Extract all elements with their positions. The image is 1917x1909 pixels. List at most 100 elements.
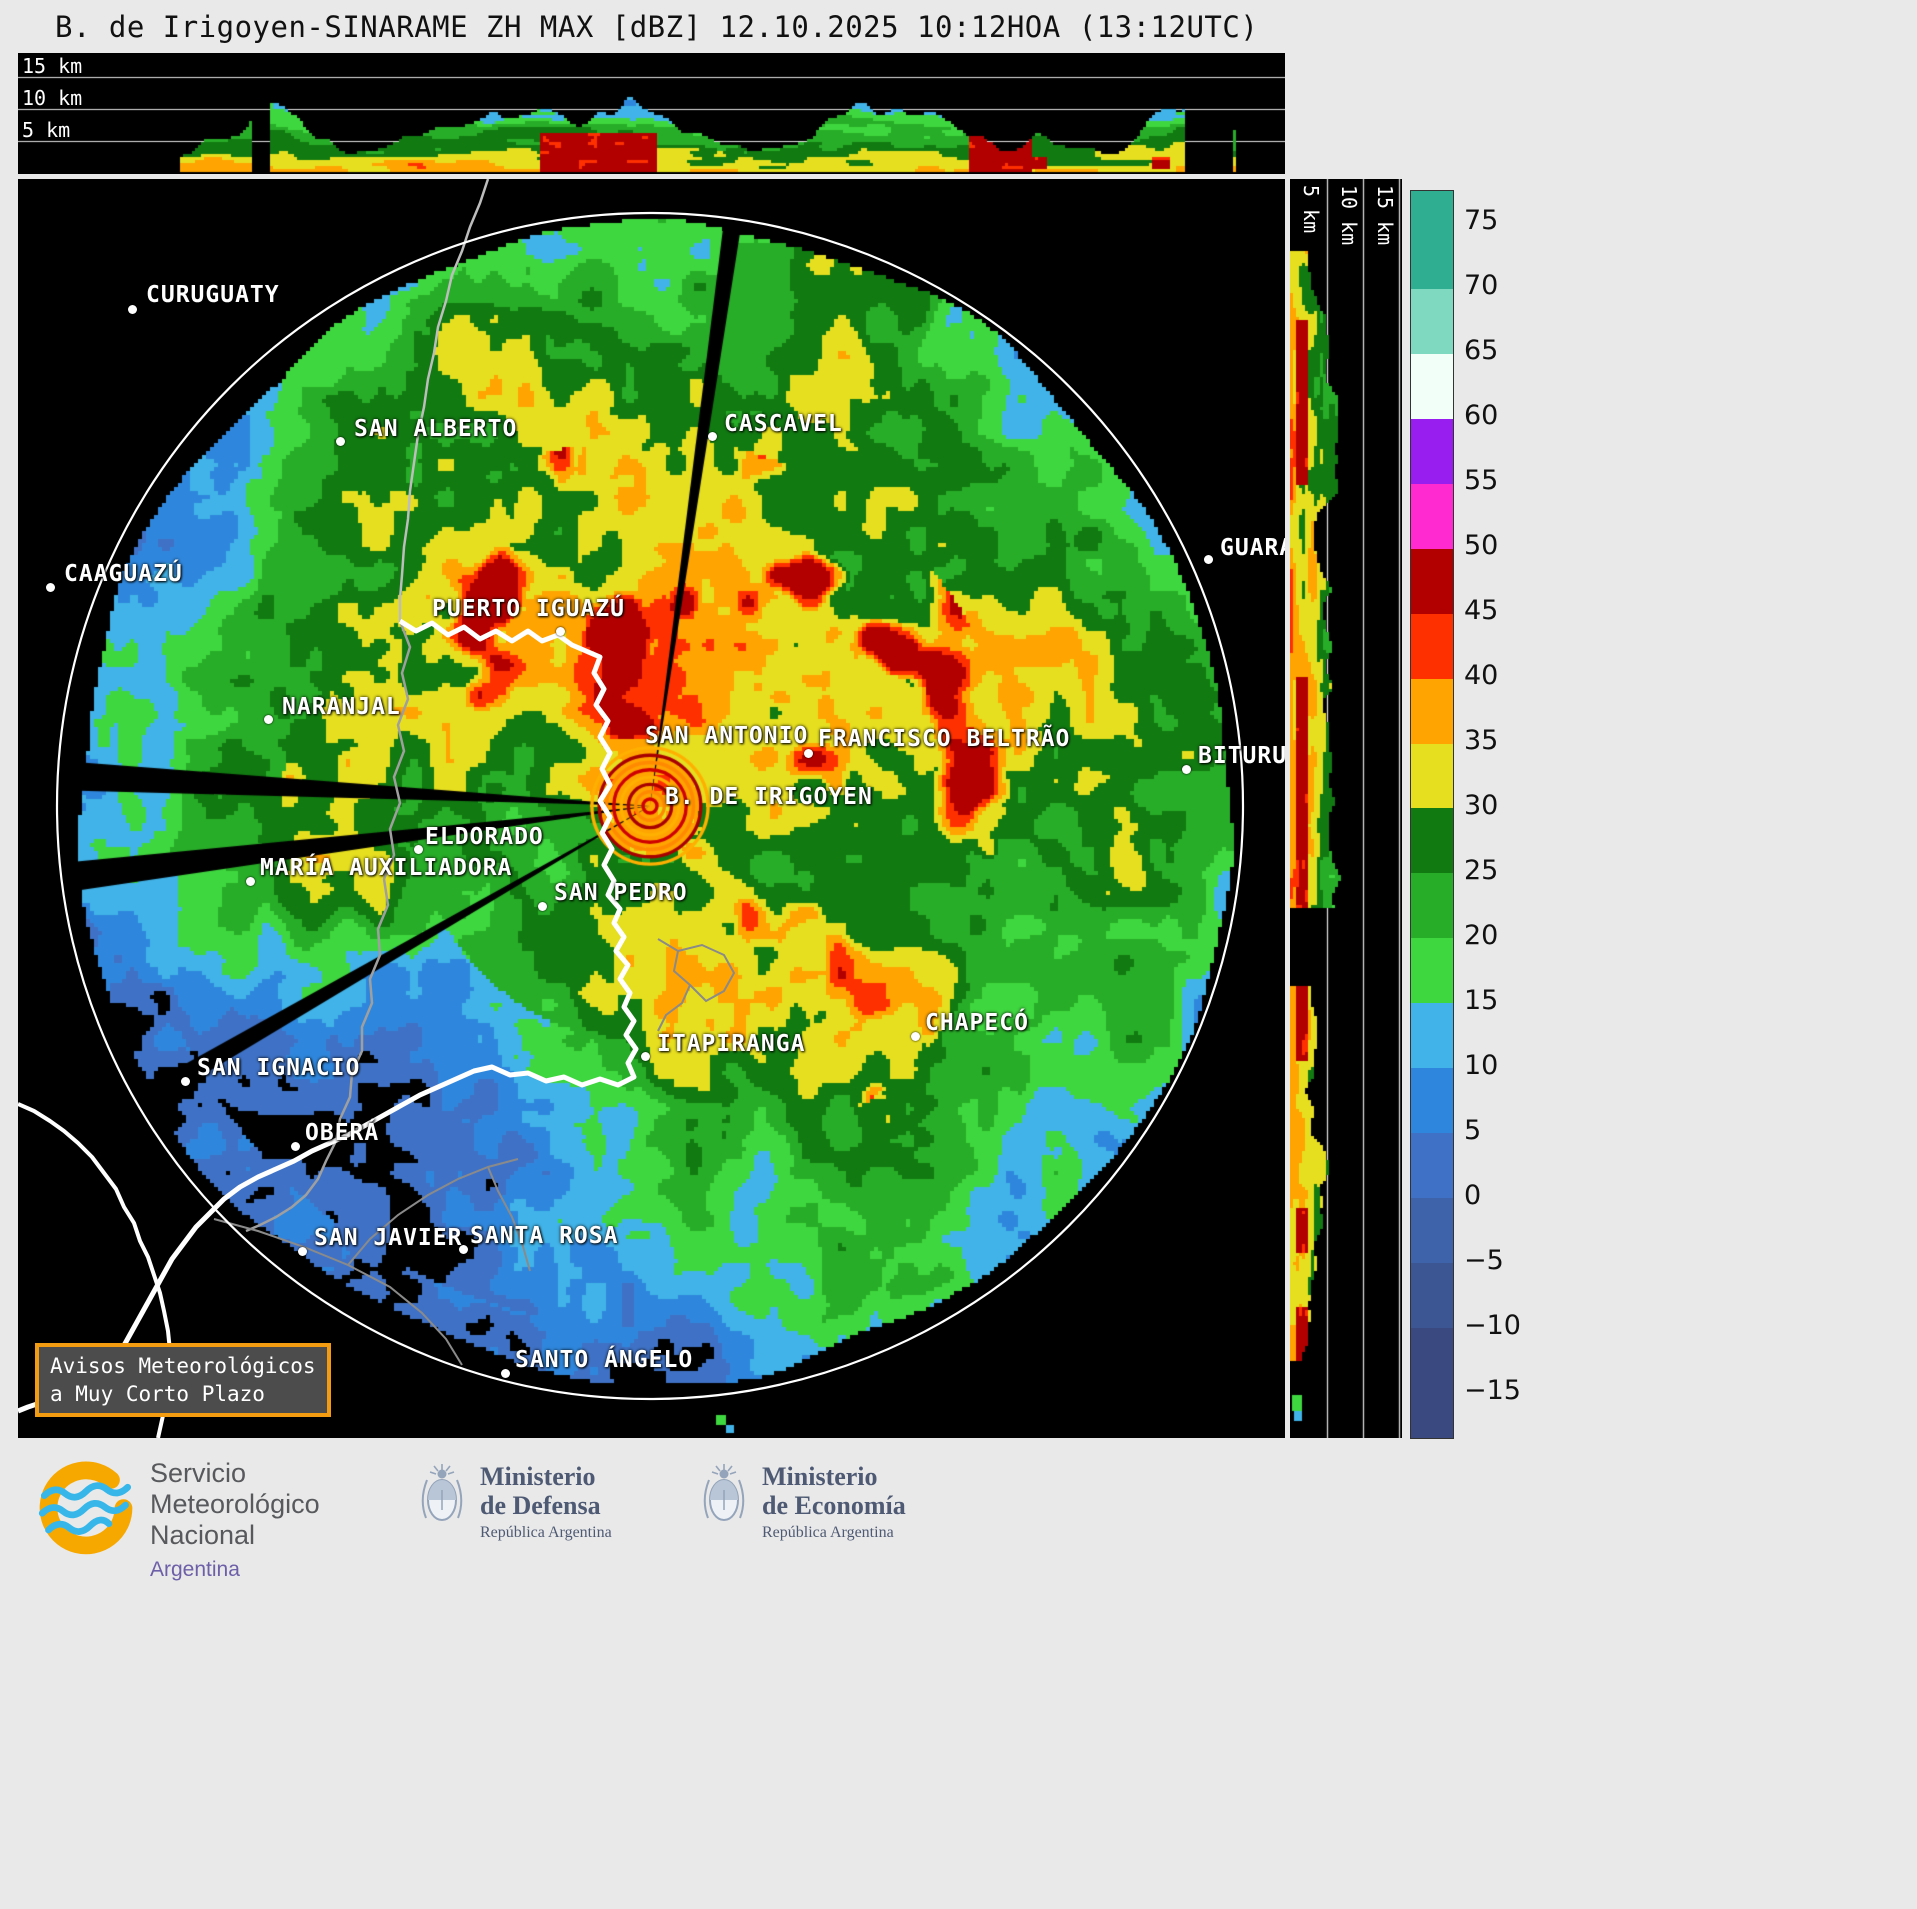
city-label: CHAPECÓ bbox=[925, 1010, 1029, 1036]
city-dot bbox=[1204, 555, 1213, 564]
economia-title1: Ministerio bbox=[762, 1462, 878, 1491]
city-dot bbox=[459, 1245, 468, 1254]
colorbar-tick-label: 45 bbox=[1464, 595, 1499, 627]
colorbar-tick-label: 65 bbox=[1464, 335, 1499, 367]
radar-map-panel: CURUGUATY SAN ALBERTO CASCAVEL CAAGUAZÚ GUAR… bbox=[18, 179, 1285, 1438]
colorbar-band bbox=[1411, 937, 1453, 1004]
city-label: BITURU bbox=[1198, 743, 1285, 769]
city-dot bbox=[414, 845, 423, 854]
smn-country: Argentina bbox=[150, 1558, 240, 1581]
city-dot bbox=[264, 715, 273, 724]
defensa-title1: Ministerio bbox=[480, 1462, 596, 1491]
colorbar-tick-label: 60 bbox=[1464, 400, 1499, 432]
city-dot bbox=[501, 1369, 510, 1378]
smn-line3: Nacional bbox=[150, 1520, 256, 1550]
colorbar-tick-label: −10 bbox=[1464, 1309, 1521, 1341]
city-dot bbox=[291, 1142, 300, 1151]
colorbar-band bbox=[1411, 1392, 1453, 1438]
city-dot bbox=[46, 583, 55, 592]
city-dot bbox=[181, 1077, 190, 1086]
colorbar-band bbox=[1411, 353, 1453, 419]
city-label: SAN IGNACIO bbox=[197, 1055, 361, 1081]
city-dot bbox=[804, 749, 813, 758]
colorbar-band bbox=[1411, 418, 1453, 484]
colorbar-tick-label: 35 bbox=[1464, 724, 1499, 756]
city-label: SANTA ROSA bbox=[470, 1223, 619, 1249]
colorbar-band bbox=[1411, 1067, 1453, 1134]
alt-label-10km: 10 km bbox=[22, 86, 83, 110]
colorbar-tick-label: −15 bbox=[1464, 1374, 1521, 1406]
alt-label-15km-v: 15 km bbox=[1373, 185, 1397, 246]
colorbar-tick-label: 25 bbox=[1464, 854, 1499, 886]
city-label: B. DE IRIGOYEN bbox=[665, 784, 873, 810]
city-label: FRANCISCO BELTRÃO bbox=[818, 726, 1071, 752]
colorbar-band bbox=[1411, 1132, 1453, 1199]
colorbar: 75 70 65 60 55 50 45 40 35 30 25 20 15 10 5 0 −5 −10 −15 bbox=[1410, 190, 1530, 1439]
smn-logo-icon bbox=[38, 1461, 133, 1555]
city-label: GUARA bbox=[1220, 535, 1285, 561]
border-argentina-white bbox=[18, 618, 639, 1414]
colorbar-band bbox=[1411, 548, 1453, 614]
colorbar-band bbox=[1411, 872, 1453, 939]
colorbar-ticks: 75 70 65 60 55 50 45 40 35 30 25 20 15 10 5 0 −5 −10 −15 bbox=[1410, 190, 1530, 1437]
colorbar-band bbox=[1411, 808, 1453, 874]
smn-line1: Servicio bbox=[150, 1458, 247, 1488]
ministerio-economia-block: Ministerio de Economía República Argenti… bbox=[700, 1462, 906, 1572]
city-label: SAN PEDRO bbox=[554, 880, 688, 906]
city-label: CURUGUATY bbox=[146, 282, 280, 308]
colorbar-band bbox=[1411, 288, 1453, 354]
colorbar-tick-label: −5 bbox=[1464, 1244, 1504, 1276]
city-labels-layer: CURUGUATY SAN ALBERTO CASCAVEL CAAGUAZÚ GUAR… bbox=[18, 179, 1285, 1438]
colorbar-tick-label: 20 bbox=[1464, 919, 1499, 951]
colorbar-tick-label: 55 bbox=[1464, 465, 1499, 497]
map-borders-overlay bbox=[18, 179, 1245, 1438]
colorbar-tick-label: 50 bbox=[1464, 530, 1499, 562]
economia-subtitle: República Argentina bbox=[762, 1524, 894, 1541]
defensa-title2: de Defensa bbox=[480, 1491, 601, 1520]
alt-label-10km-v: 10 km bbox=[1337, 185, 1361, 246]
smn-wordmark: Servicio Meteorológico Nacional Argentin… bbox=[150, 1458, 320, 1585]
alert-line1: Avisos Meteorológicos bbox=[50, 1354, 316, 1378]
city-dot bbox=[1182, 765, 1191, 774]
colorbar-tick-label: 15 bbox=[1464, 984, 1499, 1016]
city-dot bbox=[246, 877, 255, 886]
colorbar-tick-label: 75 bbox=[1464, 205, 1499, 237]
colorbar-band bbox=[1411, 191, 1453, 224]
colorbar-band bbox=[1411, 483, 1453, 549]
alert-line2: a Muy Corto Plazo bbox=[50, 1382, 265, 1406]
city-label: OBERÁ bbox=[305, 1120, 380, 1146]
colorbar-tick-label: 10 bbox=[1464, 1049, 1499, 1081]
city-dot bbox=[128, 305, 137, 314]
city-label: SANTO ÁNGELO bbox=[515, 1347, 694, 1373]
city-label: SAN JAVIER bbox=[314, 1225, 463, 1251]
alert-banner[interactable]: Avisos Meteorológicos a Muy Corto Plazo bbox=[35, 1343, 331, 1417]
alt-label-5km: 5 km bbox=[22, 118, 71, 142]
range-ring bbox=[55, 211, 1245, 1401]
economia-crest-icon bbox=[703, 1464, 745, 1521]
colorbar-band bbox=[1411, 1002, 1453, 1069]
colorbar-tick-label: 5 bbox=[1464, 1114, 1482, 1146]
top-profile-panel: 15 km 10 km 5 km bbox=[18, 53, 1285, 174]
city-label: SAN ANTONIO bbox=[645, 723, 809, 749]
alt-label-15km: 15 km bbox=[22, 54, 83, 78]
colorbar-band bbox=[1411, 1262, 1453, 1329]
city-label: NARANJAL bbox=[282, 694, 401, 720]
city-label: MARÍA AUXILIADORA bbox=[260, 855, 513, 881]
colorbar-tick-label: 70 bbox=[1464, 270, 1499, 302]
city-dot bbox=[538, 902, 547, 911]
city-label: CASCAVEL bbox=[724, 411, 843, 437]
river-parana-gray bbox=[245, 620, 412, 1233]
colorbar-tick-label: 0 bbox=[1464, 1179, 1482, 1211]
city-dot bbox=[336, 437, 345, 446]
admin-border-gray bbox=[677, 943, 736, 1003]
ministerio-defensa-block: Ministerio de Defensa República Argentin… bbox=[418, 1462, 612, 1572]
city-label: PUERTO IGUAZÚ bbox=[432, 596, 626, 622]
colorbar-gradient bbox=[1410, 190, 1454, 1439]
colorbar-band bbox=[1411, 1327, 1453, 1394]
border-paraguay-gray bbox=[398, 179, 490, 621]
city-dot bbox=[298, 1247, 307, 1256]
city-label: ELDORADO bbox=[425, 824, 544, 850]
colorbar-band bbox=[1411, 1197, 1453, 1264]
colorbar-band bbox=[1411, 223, 1453, 289]
colorbar-tick-label: 40 bbox=[1464, 660, 1499, 692]
